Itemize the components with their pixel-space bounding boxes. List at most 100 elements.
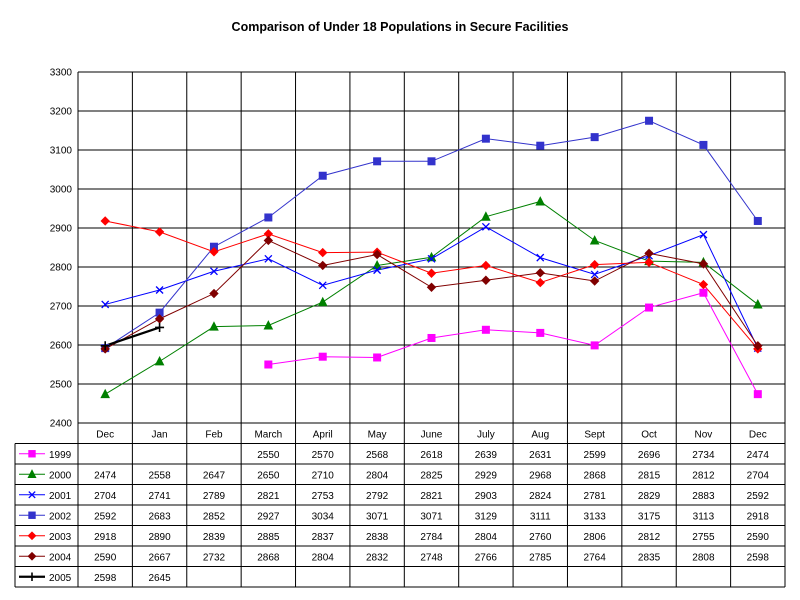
data-point	[210, 267, 218, 276]
data-point	[535, 196, 546, 206]
data-point	[373, 266, 382, 275]
y-tick-label: 3300	[50, 68, 73, 79]
data-point	[373, 353, 382, 362]
table-cell: 3175	[638, 511, 661, 522]
table-cell: 2766	[475, 552, 498, 563]
table-cell: 3129	[475, 511, 498, 522]
data-point	[698, 259, 709, 269]
table-cell: 3133	[584, 511, 607, 522]
data-point	[28, 491, 36, 499]
y-tick-label: 2500	[50, 380, 73, 391]
data-point	[27, 469, 37, 478]
table-cell: 2732	[203, 552, 226, 563]
data-point	[317, 296, 328, 307]
x-tick-label: April	[313, 429, 333, 440]
data-point	[427, 333, 436, 342]
table-cell: 2592	[747, 491, 770, 502]
table-cell: 2789	[203, 491, 226, 502]
data-point	[318, 281, 327, 290]
table-cell: 2824	[529, 491, 552, 502]
data-point	[263, 320, 274, 330]
legend-label: 2003	[49, 532, 72, 543]
legend-label: 2001	[49, 491, 72, 502]
table-cell: 2885	[257, 532, 280, 543]
series-line-2002	[104, 120, 759, 349]
data-point	[372, 249, 382, 260]
table-cell: 2804	[475, 532, 498, 543]
data-point	[753, 341, 763, 351]
data-point	[699, 288, 708, 297]
data-point	[154, 314, 165, 324]
table-cell: 2568	[366, 450, 389, 461]
data-point	[589, 276, 600, 286]
x-tick-label: Feb	[205, 429, 223, 440]
table-cell: 2832	[366, 552, 389, 563]
table-cell: 2868	[584, 470, 607, 481]
table-cell: 2550	[257, 450, 280, 461]
table-cell: 3113	[693, 511, 715, 522]
x-tick-label: Aug	[531, 429, 549, 440]
x-tick-label: Dec	[96, 429, 114, 440]
data-point	[263, 235, 274, 246]
y-tick-label: 3200	[50, 107, 73, 118]
table-cell: 2785	[529, 552, 552, 563]
table-cell: 2825	[420, 470, 443, 481]
chart-title: Comparison of Under 18 Populations in Se…	[231, 20, 569, 34]
data-point	[590, 133, 599, 142]
legend-label: 2004	[49, 552, 72, 563]
x-tick-label: May	[368, 429, 387, 440]
table-cell: 3071	[366, 511, 389, 522]
data-point	[426, 282, 437, 292]
table-cell: 2764	[584, 552, 607, 563]
x-tick-label: Nov	[695, 429, 713, 440]
table-cell: 3071	[420, 511, 443, 522]
axes: 2400 2500 2600 2700 2800 2900 3000 3100 3200 3300	[50, 68, 73, 430]
table-cell: 2792	[366, 491, 389, 502]
table-cell: 2570	[312, 450, 335, 461]
table-cell: 2927	[257, 511, 280, 522]
table-cell: 2704	[94, 491, 117, 502]
y-tick-label: 2700	[50, 302, 73, 313]
data-point	[481, 325, 490, 334]
table-cell: 2883	[692, 491, 715, 502]
data-point	[264, 213, 273, 222]
table-cell: 2929	[475, 470, 498, 481]
table-cell: 2815	[638, 470, 661, 481]
table-cell: 2804	[366, 470, 389, 481]
y-tick-label: 2400	[50, 419, 73, 430]
table-cell: 2590	[94, 552, 117, 563]
y-tick-label: 2800	[50, 263, 73, 274]
data-point	[699, 140, 708, 149]
data-point	[27, 531, 37, 541]
table-cell: 2734	[692, 450, 715, 461]
table-cell: 2821	[420, 491, 443, 502]
legend-label: 2002	[49, 511, 72, 522]
table-cell: 2784	[420, 532, 443, 543]
data-point	[28, 450, 36, 458]
data-point	[535, 277, 545, 288]
table-cell: 2741	[148, 491, 171, 502]
table-cell: 2829	[638, 491, 661, 502]
table-cell: 2806	[584, 532, 607, 543]
table-cell: 2631	[529, 450, 552, 461]
table-cell: 2890	[148, 532, 171, 543]
data-point	[645, 116, 654, 125]
table-cell: 2590	[747, 532, 770, 543]
data-point	[100, 341, 110, 351]
table-cell: 2808	[692, 552, 715, 563]
x-tick-label: June	[421, 429, 443, 440]
x-tick-label: Dec	[749, 429, 767, 440]
data-point	[645, 303, 654, 312]
data-point	[644, 248, 654, 259]
table-cell: 2748	[420, 552, 443, 563]
table-cell: 2918	[94, 532, 117, 543]
y-tick-label: 3100	[50, 146, 73, 157]
data-point	[154, 355, 165, 366]
data-point	[155, 322, 165, 332]
data-point	[100, 216, 110, 226]
x-tick-label: March	[254, 429, 282, 440]
table-cell: 2474	[747, 450, 770, 461]
table-cell: 2753	[312, 491, 335, 502]
data-point	[209, 321, 219, 331]
